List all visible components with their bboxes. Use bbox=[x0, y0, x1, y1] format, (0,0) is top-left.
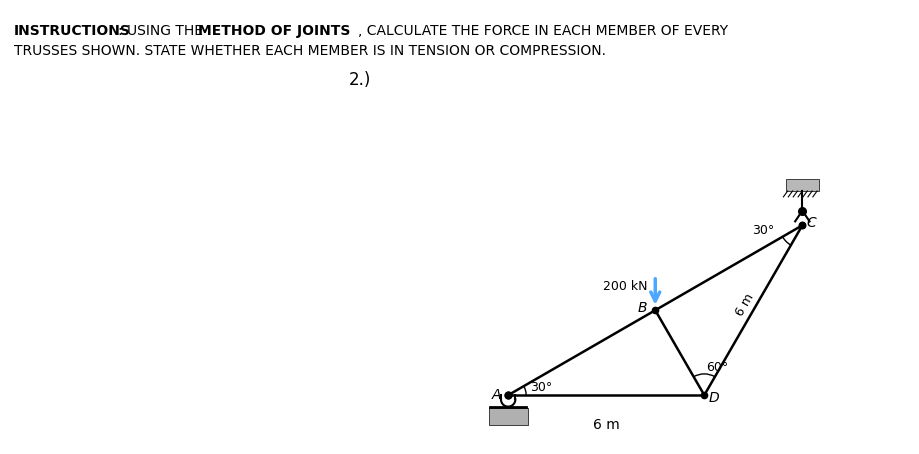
Text: 30°: 30° bbox=[530, 381, 552, 394]
Text: INSTRUCTIONS: INSTRUCTIONS bbox=[14, 24, 130, 38]
Bar bbox=[488, 408, 528, 424]
Text: : USING THE: : USING THE bbox=[118, 24, 207, 38]
Text: 2.): 2.) bbox=[348, 71, 370, 89]
Text: B: B bbox=[638, 301, 647, 315]
Text: METHOD OF JOINTS: METHOD OF JOINTS bbox=[198, 24, 350, 38]
Text: 6 m: 6 m bbox=[592, 418, 618, 432]
Text: D: D bbox=[708, 391, 718, 405]
Text: 6 m: 6 m bbox=[732, 291, 755, 319]
Bar bbox=[785, 178, 818, 191]
Text: TRUSSES SHOWN. STATE WHETHER EACH MEMBER IS IN TENSION OR COMPRESSION.: TRUSSES SHOWN. STATE WHETHER EACH MEMBER… bbox=[14, 44, 606, 58]
Text: 60°: 60° bbox=[705, 360, 727, 374]
Text: 200 kN: 200 kN bbox=[602, 280, 647, 293]
Text: 30°: 30° bbox=[751, 224, 773, 237]
Text: A: A bbox=[492, 388, 501, 402]
Text: , CALCULATE THE FORCE IN EACH MEMBER OF EVERY: , CALCULATE THE FORCE IN EACH MEMBER OF … bbox=[357, 24, 727, 38]
Text: C: C bbox=[806, 216, 815, 230]
